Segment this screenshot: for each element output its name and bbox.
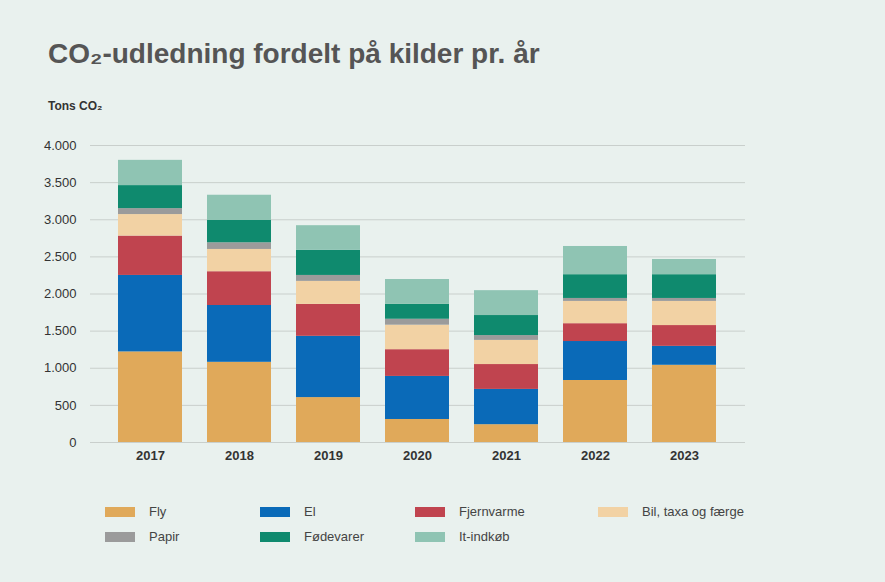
svg-text:2018: 2018 xyxy=(225,448,254,463)
svg-text:1.500: 1.500 xyxy=(44,323,77,338)
svg-text:2020: 2020 xyxy=(403,448,432,463)
html-text:Papir: Papir xyxy=(149,529,180,544)
svg-text:2019: 2019 xyxy=(314,448,343,463)
svg-text:0: 0 xyxy=(69,435,76,450)
html-text:Tons CO₂: Tons CO₂ xyxy=(48,99,103,113)
svg-text:2.000: 2.000 xyxy=(44,286,77,301)
svg-text:3.500: 3.500 xyxy=(44,175,77,190)
html-text:Fjernvarme: Fjernvarme xyxy=(459,504,525,519)
html-text:Bil, taxa og færge: Bil, taxa og færge xyxy=(642,504,744,519)
html-text:Fødevarer: Fødevarer xyxy=(304,529,364,544)
html-text:It-indkøb: It-indkøb xyxy=(459,529,510,544)
html-text:CO₂-udledning fordelt på kilde: CO₂-udledning fordelt på kilder pr. år xyxy=(48,38,540,69)
svg-text:500: 500 xyxy=(55,398,77,413)
svg-text:1.000: 1.000 xyxy=(44,360,77,375)
svg-text:2017: 2017 xyxy=(136,448,165,463)
html-text:El: El xyxy=(304,504,316,519)
svg-text:2022: 2022 xyxy=(581,448,610,463)
svg-text:2.500: 2.500 xyxy=(44,249,77,264)
html-text:Fly: Fly xyxy=(149,504,167,519)
svg-text:3.000: 3.000 xyxy=(44,212,77,227)
svg-text:2021: 2021 xyxy=(492,448,521,463)
svg-text:4.000: 4.000 xyxy=(44,138,77,153)
svg-text:2023: 2023 xyxy=(670,448,699,463)
